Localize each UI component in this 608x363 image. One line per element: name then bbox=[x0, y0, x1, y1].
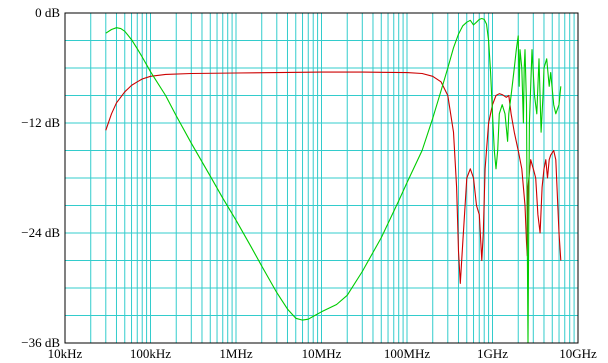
axis-labels: 10kHz 100kHz 1MHz 10MHz 100MHz 1GHz 10GHz 0 dB −… bbox=[21, 5, 597, 361]
x-tick-label: 10MHz bbox=[302, 346, 342, 361]
x-tick-label: 10GHz bbox=[559, 346, 597, 361]
series-line-1 bbox=[105, 71, 562, 284]
x-tick-label: 1GHz bbox=[477, 346, 508, 361]
x-tick-label: 1MHz bbox=[219, 346, 252, 361]
x-tick-label: 10kHz bbox=[48, 346, 83, 361]
y-tick-label: −36 dB bbox=[21, 335, 60, 350]
series-line-2 bbox=[105, 17, 562, 344]
x-tick-label: 100MHz bbox=[384, 346, 430, 361]
y-tick-label: −24 dB bbox=[21, 225, 60, 240]
y-tick-label: −12 dB bbox=[21, 115, 60, 130]
x-tick-label: 100kHz bbox=[130, 346, 171, 361]
y-tick-label: 0 dB bbox=[35, 5, 60, 20]
plot-frame bbox=[64, 12, 579, 344]
series-layer bbox=[105, 17, 562, 344]
